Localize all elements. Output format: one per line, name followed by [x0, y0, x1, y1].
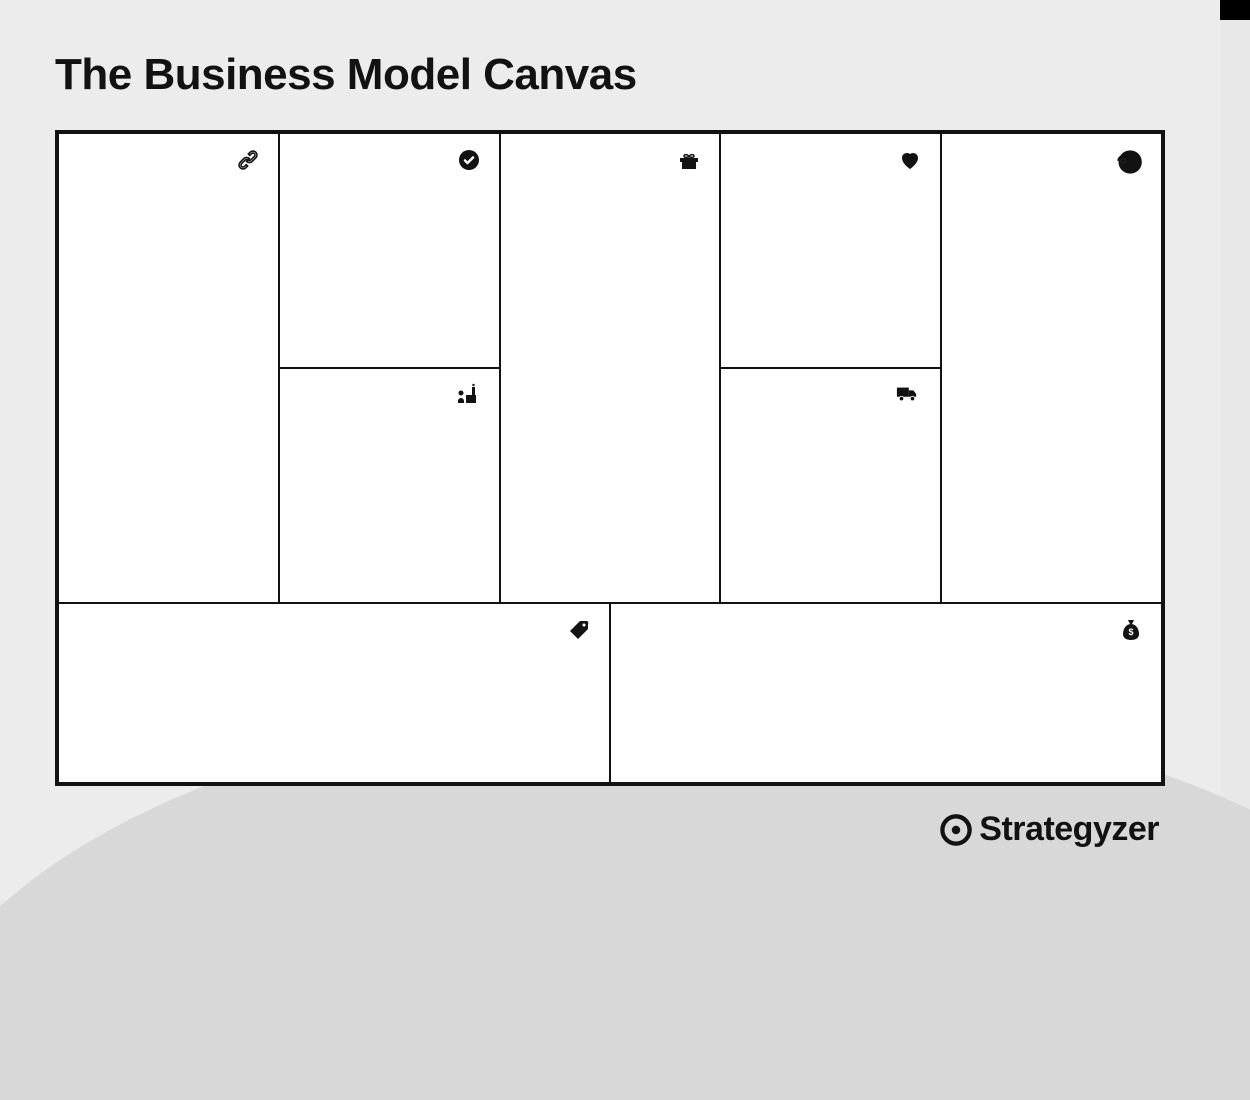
- cell-cost-structure: [58, 603, 610, 783]
- page-title: The Business Model Canvas: [55, 50, 1165, 100]
- footer: Strategyzer: [55, 786, 1165, 849]
- check-circle-icon: [457, 148, 481, 172]
- cell-customer-segments: [941, 133, 1162, 603]
- link-icon: [236, 148, 260, 172]
- content-area: The Business Model Canvas: [0, 0, 1220, 849]
- cell-revenue-streams: $: [610, 603, 1162, 783]
- cell-key-activities: [279, 133, 500, 368]
- cell-key-partners: [58, 133, 279, 603]
- page-container: The Business Model Canvas: [0, 0, 1220, 900]
- canvas-top-grid: [58, 133, 1162, 603]
- cell-key-resources: [279, 368, 500, 603]
- money-bag-icon: $: [1119, 618, 1143, 642]
- gift-icon: [677, 148, 701, 172]
- truck-icon: [892, 383, 922, 405]
- tag-icon: [567, 618, 591, 642]
- corner-mark: [1220, 0, 1250, 20]
- cell-channels: [720, 368, 941, 603]
- brand-name: Strategyzer: [979, 810, 1159, 849]
- svg-text:$: $: [1128, 627, 1133, 637]
- factory-icon: [453, 383, 481, 407]
- canvas-bottom-grid: $: [58, 603, 1162, 783]
- heart-icon: [898, 148, 922, 172]
- cell-value-propositions: [500, 133, 721, 603]
- cell-customer-relationships: [720, 133, 941, 368]
- business-model-canvas: $: [55, 130, 1165, 786]
- strategyzer-logo-icon: [939, 813, 973, 847]
- head-icon: [1115, 148, 1143, 176]
